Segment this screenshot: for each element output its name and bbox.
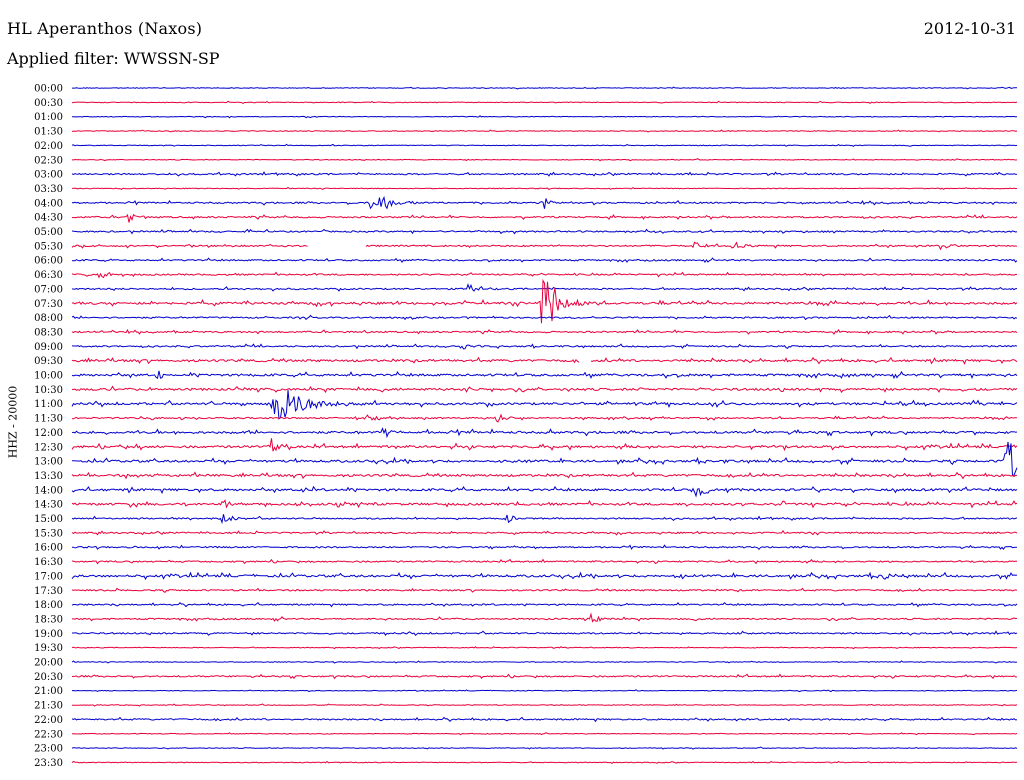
row-time-label: 21:00	[34, 686, 63, 697]
row-time-label: 23:00	[34, 744, 63, 755]
row-time-label: 09:30	[34, 356, 63, 367]
row-time-label: 20:00	[34, 658, 63, 669]
trace-line	[71, 271, 1018, 279]
trace-line	[71, 732, 1018, 736]
trace-line	[71, 328, 1018, 335]
trace-line	[71, 129, 1018, 133]
row-time-label: 07:30	[34, 299, 63, 310]
row-time-label: 02:00	[34, 141, 63, 152]
trace-line	[72, 115, 1018, 119]
date-label: 2012-10-31	[923, 19, 1016, 38]
row-time-label: 18:00	[34, 600, 63, 611]
row-time-label: 08:30	[34, 327, 63, 338]
trace-line	[71, 228, 1018, 235]
trace-line	[71, 558, 1018, 565]
row-time-label: 17:00	[34, 571, 63, 582]
row-time-label: 23:30	[34, 758, 63, 769]
row-time-label: 01:00	[34, 112, 63, 123]
row-time-label: 10:00	[34, 371, 63, 382]
trace-line	[71, 499, 1018, 509]
row-time-label: 17:30	[34, 586, 63, 597]
row-time-label: 14:30	[34, 500, 63, 511]
trace-line	[71, 514, 1018, 525]
row-time-label: 03:00	[34, 170, 63, 181]
trace-line	[71, 746, 1018, 750]
row-time-label: 15:30	[34, 528, 63, 539]
row-time-label: 00:00	[34, 84, 63, 95]
row-time-label: 10:30	[34, 385, 63, 396]
row-time-label: 16:30	[34, 557, 63, 568]
trace-line	[71, 544, 1018, 551]
trace-line	[71, 601, 1018, 608]
trace-line	[71, 213, 1018, 223]
row-time-label: 06:00	[34, 256, 63, 267]
trace-line	[71, 485, 1018, 498]
row-time-label: 05:00	[34, 227, 63, 238]
trace-line	[71, 571, 1018, 581]
filter-label: Applied filter: WWSSN-SP	[7, 49, 220, 68]
trace-line	[72, 413, 1018, 423]
trace-line	[71, 343, 1018, 350]
row-time-label: 09:00	[34, 342, 63, 353]
row-time-label: 05:30	[34, 241, 63, 252]
trace-line	[71, 195, 1018, 210]
row-time-label: 19:30	[34, 643, 63, 654]
trace-line	[71, 100, 1018, 105]
trace-line	[72, 86, 1018, 90]
trace-line	[71, 587, 1018, 593]
trace-line	[71, 529, 1018, 536]
row-time-label: 15:00	[34, 514, 63, 525]
trace-line	[71, 703, 1018, 707]
trace-line	[71, 716, 1018, 723]
row-time-label: 02:30	[34, 155, 63, 166]
row-time-label: 11:00	[34, 399, 63, 410]
row-time-label: 12:00	[34, 428, 63, 439]
row-time-label: 01:30	[34, 127, 63, 138]
row-time-label: 14:00	[34, 485, 63, 496]
trace-line	[71, 385, 1018, 394]
trace-line	[71, 471, 1018, 480]
trace-line	[71, 356, 1018, 365]
row-time-label: 13:30	[34, 471, 63, 482]
trace-line	[71, 186, 1018, 190]
trace-line	[71, 427, 1018, 439]
row-time-label: 21:30	[34, 701, 63, 712]
trace-line	[71, 241, 1018, 251]
trace-line	[71, 143, 1018, 147]
trace-line	[71, 673, 1018, 680]
trace-line	[71, 689, 1018, 693]
row-time-label: 20:30	[34, 672, 63, 683]
row-time-label: 16:00	[34, 543, 63, 554]
trace-line	[71, 370, 1018, 380]
row-time-label: 11:30	[34, 414, 63, 425]
trace-line	[71, 660, 1018, 664]
row-time-label: 12:30	[34, 442, 63, 453]
trace-line	[71, 646, 1018, 650]
row-time-label: 19:00	[34, 629, 63, 640]
row-time-label: 07:00	[34, 284, 63, 295]
row-time-label: 08:00	[34, 313, 63, 324]
row-time-label: 04:30	[34, 213, 63, 224]
row-time-label: 18:30	[34, 614, 63, 625]
row-time-label: 00:30	[34, 98, 63, 109]
row-time-label: 06:30	[34, 270, 63, 281]
row-time-label: 22:00	[34, 715, 63, 726]
trace-line	[71, 158, 1018, 162]
row-time-label: 13:00	[34, 457, 63, 468]
row-time-label: 04:00	[34, 198, 63, 209]
row-time-label: 22:30	[34, 729, 63, 740]
trace-line	[71, 278, 1018, 324]
trace-line	[72, 441, 1018, 477]
station-title: HL Aperanthos (Naxos)	[7, 19, 203, 38]
trace-line	[71, 257, 1018, 264]
trace-line	[72, 630, 1018, 637]
row-time-label: 03:30	[34, 184, 63, 195]
trace-line	[71, 314, 1018, 321]
trace-line	[71, 438, 1018, 452]
trace-line	[71, 171, 1018, 177]
trace-line	[71, 612, 1018, 623]
trace-line	[71, 760, 1018, 765]
trace-line	[71, 390, 1018, 420]
